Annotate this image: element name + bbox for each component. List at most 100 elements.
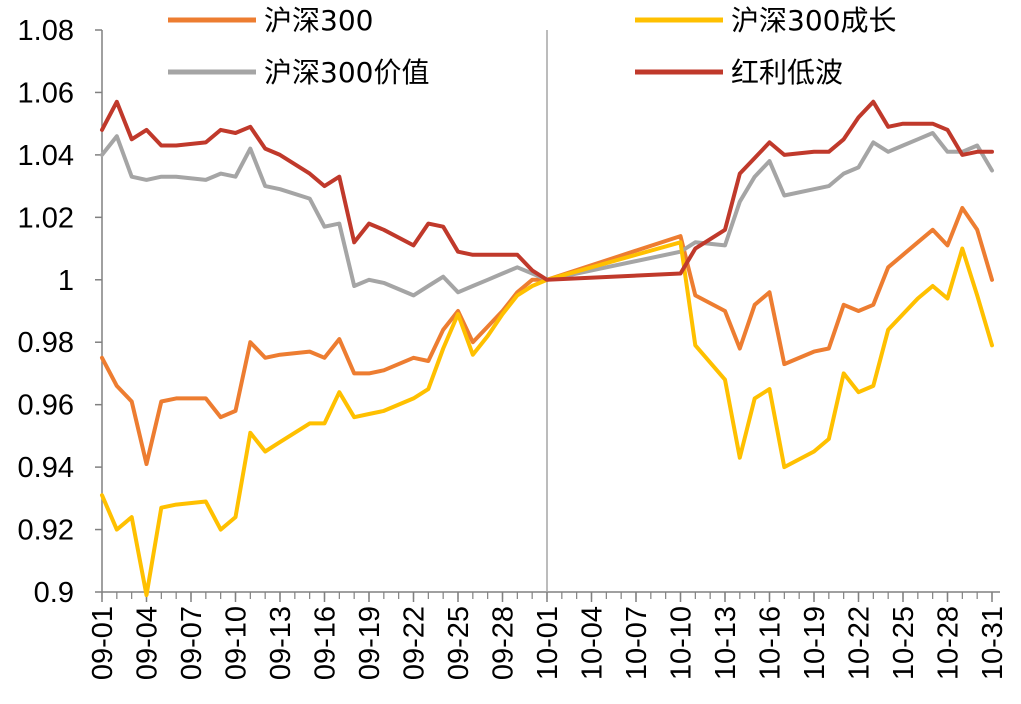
data-point [753,303,757,307]
data-point [886,150,890,154]
data-point [352,284,356,288]
legend-label: 红利低波 [731,56,843,89]
data-point [204,396,208,400]
data-point [946,297,950,301]
data-point [115,134,119,138]
data-point [278,353,282,357]
data-point [367,371,371,375]
data-point [753,175,757,179]
x-tick-label: 09-10 [221,606,253,680]
data-point [456,290,460,294]
data-point [723,243,727,247]
data-point [693,343,697,347]
data-point [530,278,534,282]
data-point [916,137,920,141]
data-point [441,275,445,279]
data-point [204,500,208,504]
data-point [871,100,875,104]
data-point [441,225,445,229]
data-point [738,172,742,176]
data-point [486,278,490,282]
data-point [248,431,252,435]
legend-label: 沪深300成长 [731,4,896,37]
data-point [827,347,831,351]
data-point [248,147,252,151]
data-point [812,450,816,454]
data-point [723,228,727,232]
data-point [115,384,119,388]
data-point [145,593,149,597]
data-point [204,140,208,144]
data-point [515,293,519,297]
data-point [501,312,505,316]
data-point [263,184,267,188]
data-point [204,178,208,182]
x-tick-label: 10-19 [799,606,831,680]
data-point [990,343,994,347]
data-point [352,371,356,375]
data-point [842,371,846,375]
data-point [219,172,223,176]
data-point [219,528,223,532]
series-group [100,99,994,598]
data-point [738,347,742,351]
x-tick-label: 10-07 [621,606,653,680]
x-tick-label: 09-13 [265,606,297,680]
x-tick-label: 09-01 [87,606,119,680]
x-tick-label: 10-22 [844,606,876,680]
data-point [130,400,134,404]
data-point [174,396,178,400]
data-point [886,125,890,129]
y-tick-label: 0.96 [18,390,74,422]
x-tick-label: 10-13 [710,606,742,680]
data-point [412,396,416,400]
data-point [916,297,920,301]
data-point [145,462,149,466]
data-point [842,137,846,141]
data-point [975,150,979,154]
data-point [871,384,875,388]
x-tick-label: 10-16 [755,606,787,680]
data-point [234,131,238,135]
data-point [975,293,979,297]
x-tick-label: 10-01 [532,606,564,680]
data-point [367,222,371,226]
data-point [100,153,104,157]
data-point [263,450,267,454]
data-point [412,293,416,297]
y-tick-label: 0.92 [18,515,74,547]
data-point [382,368,386,372]
y-tick-label: 1.02 [18,202,74,234]
series-line [100,99,994,282]
data-point [174,175,178,179]
data-point [886,328,890,332]
data-point [679,272,683,276]
data-point [901,144,905,148]
x-tick-label: 09-19 [354,606,386,680]
data-point [278,153,282,157]
data-point [901,253,905,257]
data-point [901,312,905,316]
data-point [530,268,534,272]
data-point [441,328,445,332]
data-point [159,400,163,404]
data-point [886,265,890,269]
data-point [916,240,920,244]
data-point [219,128,223,132]
data-point [738,456,742,460]
data-point [130,137,134,141]
data-point [693,293,697,297]
series-line [100,240,994,598]
data-point [426,387,430,391]
data-point [515,253,519,257]
data-point [857,390,861,394]
data-point [827,437,831,441]
data-point [486,253,490,257]
data-point [278,440,282,444]
data-point [723,309,727,313]
data-point [352,240,356,244]
data-point [827,150,831,154]
data-point [174,144,178,148]
data-point [337,175,341,179]
